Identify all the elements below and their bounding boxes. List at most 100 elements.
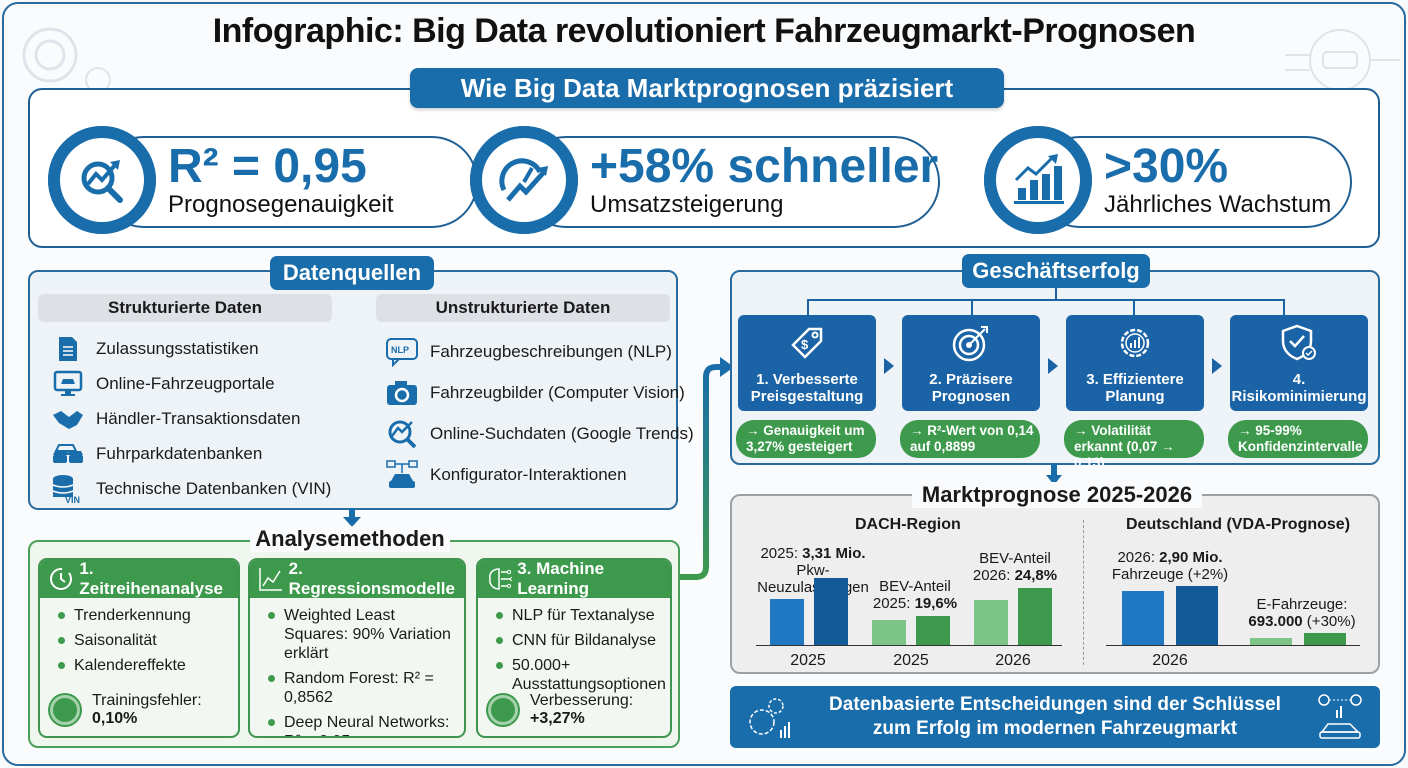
kpi-accuracy: R² = 0,95 Prognosegenauigkeit — [48, 126, 478, 234]
dach-header: DACH-Region — [855, 516, 961, 533]
connected-car-icon — [1318, 694, 1362, 739]
target-icon — [952, 326, 988, 362]
database-vin-icon: VIN — [52, 474, 80, 504]
structured-data-list: Zulassungsstatistiken Online-Fahrzeugpor… — [50, 331, 331, 506]
list-item: CNN für Bildanalyse — [496, 631, 660, 650]
improvement-stat: Verbesserung: +3,27% — [488, 692, 633, 728]
data-sources-title: Datenquellen — [270, 256, 434, 290]
list-item: VIN Technische Datenbanken (VIN) — [50, 471, 331, 506]
circuit-car-decoration-icon — [1285, 29, 1400, 91]
configurator-car-icon — [386, 459, 418, 488]
monitor-car-icon — [53, 370, 83, 396]
brain-circuit-icon — [489, 568, 513, 590]
germany-label-ev: E-Fahrzeuge: 693.000 (+30%) — [1248, 596, 1356, 630]
dach-label-registrations: 2025: 3,31 Mio. Pkw-Neuzulassungen — [757, 545, 869, 596]
list-item: Random Forest: R² = 0,8562 — [268, 669, 454, 707]
bar — [1304, 633, 1346, 645]
magnifier-trend-icon — [81, 160, 123, 203]
bar — [974, 600, 1008, 645]
analysis-methods-title: Analysemethoden — [250, 526, 450, 552]
list-item: Kalendereffekte — [58, 656, 228, 675]
conclusion-banner: Datenbasierte Entscheidungen sind der Sc… — [730, 686, 1380, 748]
status-dot-icon — [50, 695, 80, 725]
handshake-icon — [53, 410, 83, 429]
dach-label-bev-2026: BEV-Anteil 2026: 24,8% — [972, 550, 1058, 584]
kpi-growth: >30% Jährliches Wachstum — [984, 126, 1352, 234]
bar — [1122, 591, 1164, 645]
kpi-value: +58% schneller — [590, 140, 939, 193]
line-chart-icon — [259, 568, 282, 591]
list-item: Online-Fahrzeugportale — [50, 366, 331, 401]
search-trend-icon — [388, 420, 417, 448]
document-icon — [59, 336, 77, 361]
page-title: Infographic: Big Data revolutioniert Fah… — [212, 12, 1196, 50]
germany-bar-chart — [1106, 577, 1360, 646]
shield-check-icon — [1281, 324, 1316, 361]
list-item: Online-Suchdaten (Google Trends) — [384, 413, 694, 454]
list-item: NLP für Textanalyse — [496, 606, 660, 625]
bar — [872, 620, 906, 645]
svg-text:$: $ — [801, 337, 809, 352]
list-item: Saisonalität — [58, 631, 228, 650]
clock-icon — [50, 568, 72, 590]
bar — [1176, 586, 1218, 645]
list-item: NLP Fahrzeugbeschreibungen (NLP) — [384, 331, 694, 372]
structured-data-header: Strukturierte Daten — [38, 294, 332, 322]
status-dot-icon — [488, 695, 518, 725]
kpi-value: R² = 0,95 — [168, 140, 367, 193]
step-planning: 3. Effizientere Planung — [1066, 315, 1204, 411]
kpi-label: Jährliches Wachstum — [1104, 191, 1332, 218]
camera-icon — [387, 380, 417, 405]
arrow-right-icon — [1212, 358, 1222, 374]
method-card-regression: 2. Regressionsmodelle Weighted Least Squ… — [248, 558, 466, 738]
kpi-speed: +58% schneller Umsatzsteigerung — [470, 126, 940, 234]
result-pill: → 95-99% Konfidenzintervalle — [1228, 420, 1368, 458]
panel-divider — [1083, 520, 1084, 665]
arrow-right-icon — [1048, 358, 1058, 374]
svg-text:VIN: VIN — [65, 495, 80, 504]
car-fleet-icon — [53, 443, 83, 463]
dach-bar-chart — [756, 577, 1062, 646]
subtitle-banner: Wie Big Data Marktprognosen präzisiert — [410, 68, 1004, 108]
germany-label-vehicles: 2026: 2,90 Mio. Fahrzeuge (+2%) — [1111, 549, 1229, 583]
method-card-timeseries: 1. Zeitreihenanalyse Trenderkennung Sais… — [38, 558, 240, 738]
list-item: Fuhrparkdatenbanken — [50, 436, 331, 471]
list-item: Trenderkennung — [58, 606, 228, 625]
connector-arrow-icon — [670, 357, 734, 580]
step-risk: 4. Risikominimierung — [1230, 315, 1368, 411]
step-forecast: 2. Präzisere Prognosen — [902, 315, 1040, 411]
bar — [1018, 588, 1052, 645]
gears-chart-icon — [749, 698, 790, 738]
gear-decoration-icon — [22, 27, 111, 93]
svg-text:NLP: NLP — [391, 345, 409, 355]
bar — [1250, 638, 1292, 645]
conclusion-line-1: Datenbasierte Entscheidungen sind der Sc… — [829, 694, 1281, 715]
nlp-bubble-icon: NLP — [386, 337, 418, 367]
x-label: 2025 — [790, 652, 826, 669]
business-success-title: Geschäftserfolg — [962, 254, 1150, 288]
list-item: Händler-Transaktionsdaten — [50, 401, 331, 436]
result-pill: → Genauigkeit um 3,27% gesteigert — [736, 420, 876, 458]
method-card-ml: 3. Machine Learning NLP für Textanalyse … — [476, 558, 672, 738]
bar — [814, 578, 848, 645]
kpi-label: Prognosegenauigkeit — [168, 191, 394, 218]
list-item: 50.000+ Ausstattungsoptionen — [496, 656, 666, 694]
speedometer-trend-icon — [499, 158, 548, 202]
unstructured-data-list: NLP Fahrzeugbeschreibungen (NLP) Fahrzeug… — [384, 331, 694, 495]
price-tag-icon: $ — [791, 327, 823, 359]
kpi-value: >30% — [1104, 140, 1229, 193]
conclusion-line-2: zum Erfolg im modernen Fahrzeugmarkt — [872, 718, 1238, 739]
x-label: 2026 — [995, 652, 1031, 669]
bar-chart-growth-icon — [1014, 154, 1064, 204]
arrow-right-icon — [884, 358, 894, 374]
x-label: 2025 — [893, 652, 929, 669]
germany-header: Deutschland (VDA-Prognose) — [1126, 516, 1351, 533]
result-pill: → R²-Wert von 0,14 auf 0,8899 — [900, 420, 1040, 458]
kpi-label: Umsatzsteigerung — [590, 191, 784, 218]
bar — [770, 599, 804, 645]
list-item: Deep Neural Networks: R² > 0,95 — [268, 713, 454, 736]
x-label: 2026 — [1152, 652, 1188, 669]
training-error-stat: Trainingsfehler: 0,10% — [50, 692, 202, 728]
market-forecast-title: Marktprognose 2025-2026 — [912, 482, 1202, 508]
arrow-down-icon — [343, 508, 361, 527]
